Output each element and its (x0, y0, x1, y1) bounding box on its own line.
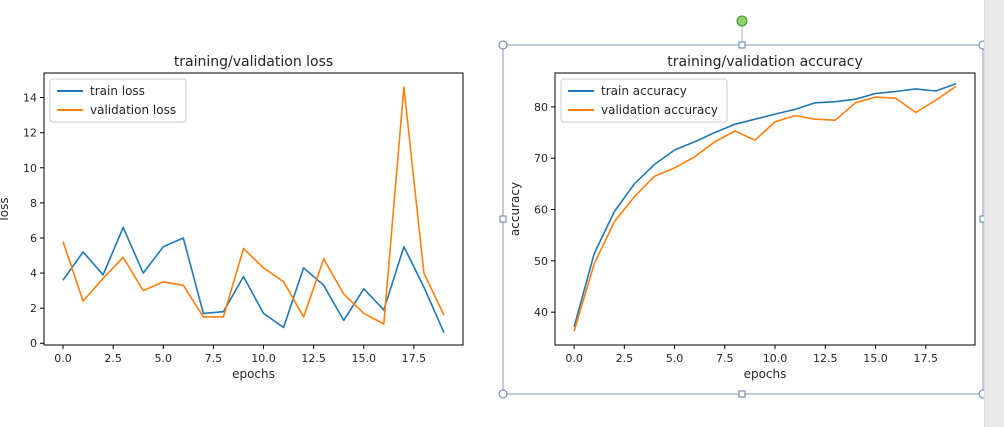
x-tick-label: 0.0 (54, 352, 72, 365)
resize-handle-bottom-left[interactable] (499, 390, 507, 398)
x-tick-label: 2.5 (616, 352, 634, 365)
y-tick-label: 50 (534, 255, 548, 268)
y-tick-label: 14 (23, 92, 37, 105)
x-tick-label: 10.0 (251, 352, 276, 365)
series-line-validation-accuracy (574, 86, 956, 331)
x-tick-label: 15.0 (352, 352, 377, 365)
chart-title: training/validation accuracy (667, 54, 863, 70)
resize-handle-top-left[interactable] (499, 41, 507, 49)
x-tick-label: 10.0 (763, 352, 788, 365)
loss-chart: training/validation loss 0.0 2.5 5.0 7.5 10.0… (0, 54, 463, 381)
x-tick-label: 17.5 (914, 352, 939, 365)
x-tick-label: 7.5 (205, 352, 223, 365)
legend-label: validation loss (90, 103, 176, 117)
accuracy-chart: training/validation accuracy 0.0 2.5 5.0 7.5… (508, 54, 975, 381)
vertical-scrollbar[interactable] (984, 0, 1004, 427)
resize-handle-bottom[interactable] (739, 391, 745, 397)
y-tick-label: 60 (534, 204, 548, 217)
x-tick-label: 12.5 (813, 352, 838, 365)
y-axis-label: loss (0, 197, 11, 220)
legend-label: validation accuracy (601, 103, 718, 117)
x-tick-label: 5.0 (155, 352, 173, 365)
x-axis-label: epochs (744, 367, 787, 381)
y-tick-label: 10 (23, 162, 37, 175)
y-tick-label: 0 (30, 337, 37, 350)
resize-handle-left[interactable] (500, 216, 506, 222)
rotate-handle[interactable] (737, 16, 747, 26)
legend-label: train accuracy (601, 84, 687, 98)
legend: train accuracy validation accuracy (561, 79, 727, 122)
y-tick-label: 6 (30, 232, 37, 245)
x-tick-label: 12.5 (301, 352, 326, 365)
chart-title: training/validation loss (174, 54, 333, 70)
y-tick-label: 4 (30, 267, 37, 280)
x-axis-label: epochs (232, 367, 275, 381)
legend-label: train loss (90, 84, 145, 98)
x-tick-label: 0.0 (565, 352, 583, 365)
y-tick-label: 70 (534, 152, 548, 165)
x-tick-label: 5.0 (666, 352, 684, 365)
x-tick-label: 17.5 (402, 352, 427, 365)
y-tick-label: 80 (534, 101, 548, 114)
y-tick-label: 40 (534, 306, 548, 319)
x-tick-label: 2.5 (104, 352, 122, 365)
y-tick-label: 8 (30, 197, 37, 210)
x-tick-label: 15.0 (863, 352, 888, 365)
y-axis-label: accuracy (508, 182, 522, 236)
y-tick-label: 12 (23, 127, 37, 140)
y-tick-label: 2 (30, 302, 37, 315)
x-tick-label: 7.5 (716, 352, 734, 365)
legend: train loss validation loss (50, 79, 186, 122)
resize-handle-top[interactable] (739, 42, 745, 48)
series-line-validation-loss (63, 87, 444, 324)
